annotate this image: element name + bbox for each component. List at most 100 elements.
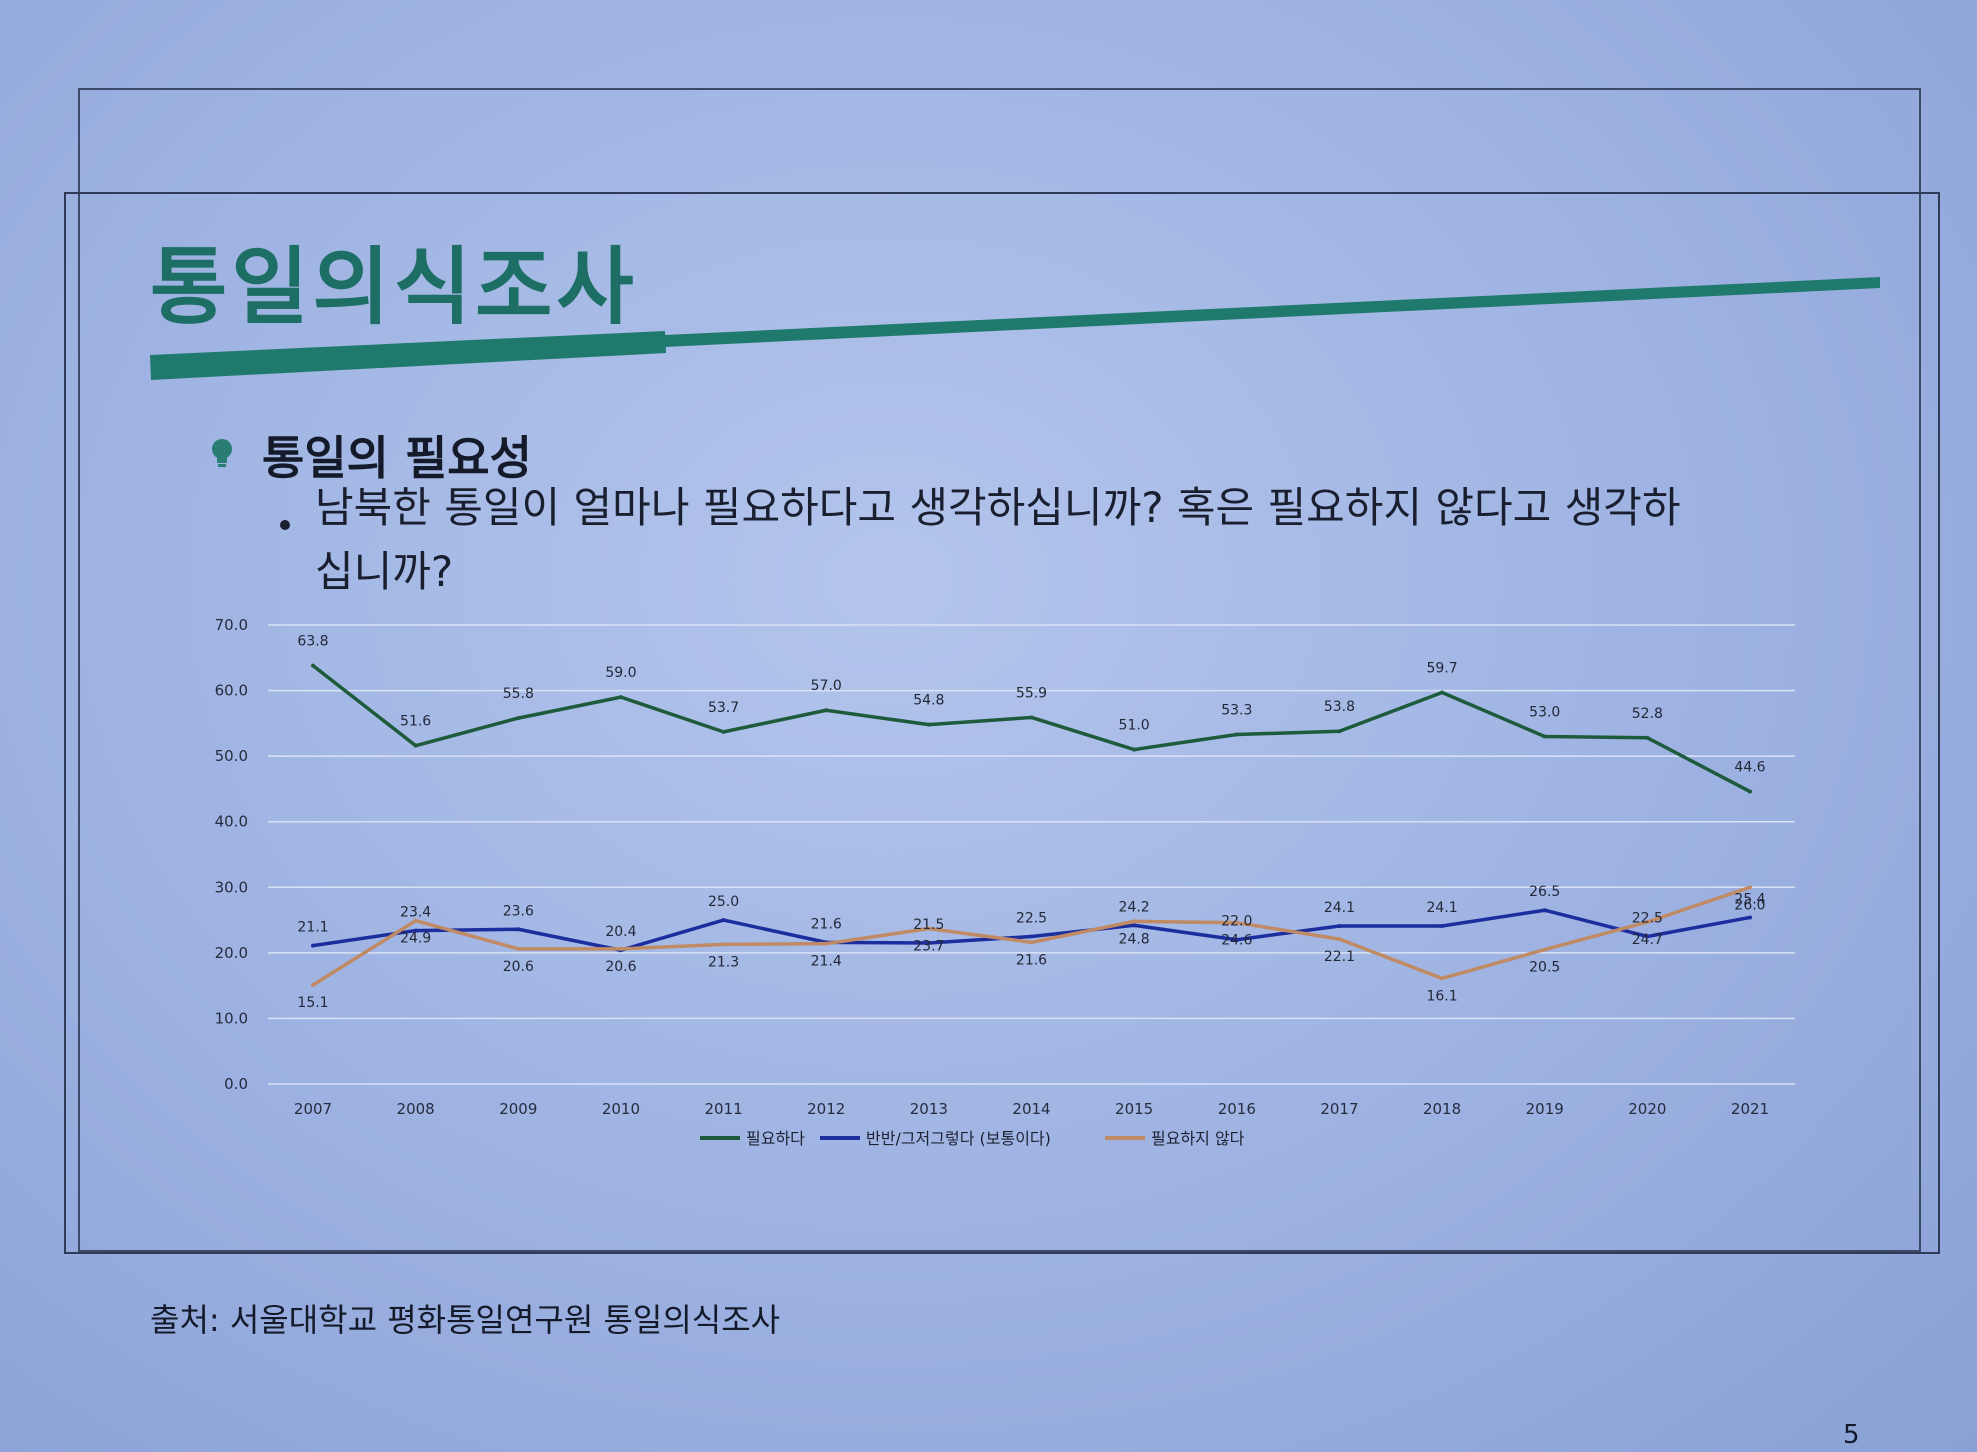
x-tick-label: 2020	[1628, 1100, 1666, 1118]
legend-label: 반반/그저그렇다 (보통이다)	[866, 1129, 1051, 1148]
x-tick-label: 2018	[1423, 1100, 1461, 1118]
y-tick-label: 70.0	[215, 616, 248, 634]
data-label: 59.7	[1426, 661, 1457, 677]
data-label: 22.0	[1221, 914, 1252, 930]
data-point	[824, 708, 829, 713]
data-point	[1645, 934, 1650, 939]
data-label: 59.0	[605, 665, 636, 681]
source-citation: 출처: 서울대학교 평화통일연구원 통일의식조사	[150, 1301, 781, 1339]
chart-gridlines	[268, 624, 1795, 1085]
data-label: 21.6	[811, 916, 842, 932]
x-tick-label: 2016	[1218, 1100, 1256, 1118]
data-label: 23.6	[503, 903, 534, 919]
x-tick-label: 2014	[1012, 1100, 1050, 1118]
data-label: 26.0	[1734, 897, 1765, 913]
data-point	[1440, 976, 1445, 981]
data-point	[516, 716, 521, 721]
data-label: 55.9	[1016, 685, 1047, 701]
data-point	[311, 663, 315, 668]
data-label: 24.7	[1632, 932, 1663, 948]
x-tick-label: 2007	[294, 1100, 332, 1118]
y-tick-label: 60.0	[215, 682, 248, 700]
data-label: 51.6	[400, 714, 431, 730]
data-label: 53.8	[1324, 699, 1355, 715]
data-label: 24.8	[1119, 931, 1150, 947]
data-label: 20.5	[1529, 960, 1560, 976]
data-label: 23.7	[913, 939, 944, 955]
data-label: 53.0	[1529, 704, 1560, 720]
data-point	[721, 942, 726, 947]
chart-data-labels: 63.8 51.6 55.8 59.0 53.7 57.0 54.8 55.9 51.0 53.3…	[297, 634, 1765, 1011]
chart-series	[311, 663, 1752, 987]
x-tick-label: 2019	[1526, 1100, 1564, 1118]
chart-y-tick-labels: 0.0 10.0 20.0 30.0 40.0 50.0 60.0 70.0	[215, 616, 248, 1093]
y-tick-label: 30.0	[215, 878, 248, 896]
legend-label: 필요하다	[746, 1129, 805, 1148]
lightbulb-icon	[212, 439, 232, 467]
data-label: 25.4	[1734, 891, 1765, 907]
data-point	[1132, 919, 1137, 924]
data-label: 21.6	[1016, 952, 1047, 968]
data-label: 63.8	[297, 634, 328, 650]
data-point	[824, 941, 829, 946]
data-label: 53.3	[1221, 703, 1252, 719]
data-point	[413, 928, 418, 933]
y-tick-label: 20.0	[215, 944, 248, 962]
data-label: 24.2	[1119, 899, 1150, 915]
data-point	[1337, 729, 1342, 734]
data-label: 21.3	[708, 954, 739, 970]
x-tick-label: 2011	[704, 1100, 742, 1118]
data-label: 15.1	[297, 995, 328, 1011]
data-point	[1542, 908, 1547, 913]
data-point	[618, 946, 623, 951]
x-tick-label: 2009	[499, 1100, 537, 1118]
data-label: 52.8	[1632, 706, 1663, 722]
data-label: 54.8	[913, 693, 944, 709]
data-label: 51.0	[1119, 718, 1150, 734]
data-label: 53.7	[708, 700, 739, 716]
data-point	[1029, 934, 1034, 939]
data-point	[1645, 735, 1650, 740]
data-point	[516, 927, 521, 932]
data-point	[1748, 915, 1752, 920]
data-point	[1234, 732, 1239, 737]
data-label: 21.4	[811, 954, 842, 970]
slide-outer-frame	[78, 88, 1921, 1252]
data-label: 55.8	[503, 686, 534, 702]
data-point	[413, 918, 418, 923]
slide-inner-frame	[64, 192, 1940, 1254]
data-point	[1029, 940, 1034, 945]
data-point	[311, 982, 315, 987]
data-label: 22.5	[1016, 910, 1047, 926]
x-tick-label: 2010	[602, 1100, 640, 1118]
data-point	[1337, 937, 1342, 942]
x-tick-label: 2008	[397, 1100, 435, 1118]
x-tick-label: 2017	[1320, 1100, 1358, 1118]
data-label: 26.5	[1529, 884, 1560, 900]
y-tick-label: 50.0	[215, 747, 248, 765]
slide-title: 통일의식조사	[150, 238, 638, 336]
data-point	[721, 918, 726, 923]
x-tick-label: 2012	[807, 1100, 845, 1118]
data-label: 23.4	[400, 905, 431, 921]
data-label: 16.1	[1426, 988, 1457, 1004]
data-label: 20.4	[605, 924, 636, 940]
data-point	[1542, 734, 1547, 739]
data-label: 25.0	[708, 894, 739, 910]
data-label: 20.6	[503, 959, 534, 975]
data-point	[1440, 923, 1445, 928]
data-label: 20.6	[605, 959, 636, 975]
data-point	[926, 926, 931, 931]
data-point	[1645, 920, 1650, 925]
data-label: 22.1	[1324, 949, 1355, 965]
data-point	[516, 946, 521, 951]
data-label: 24.9	[400, 931, 431, 947]
x-tick-label: 2021	[1731, 1100, 1769, 1118]
data-point	[1748, 885, 1752, 890]
data-point	[721, 729, 726, 734]
section-heading: 통일의 필요성	[262, 431, 532, 485]
x-tick-label: 2015	[1115, 1100, 1153, 1118]
data-point	[1029, 715, 1034, 720]
y-tick-label: 0.0	[224, 1075, 248, 1093]
